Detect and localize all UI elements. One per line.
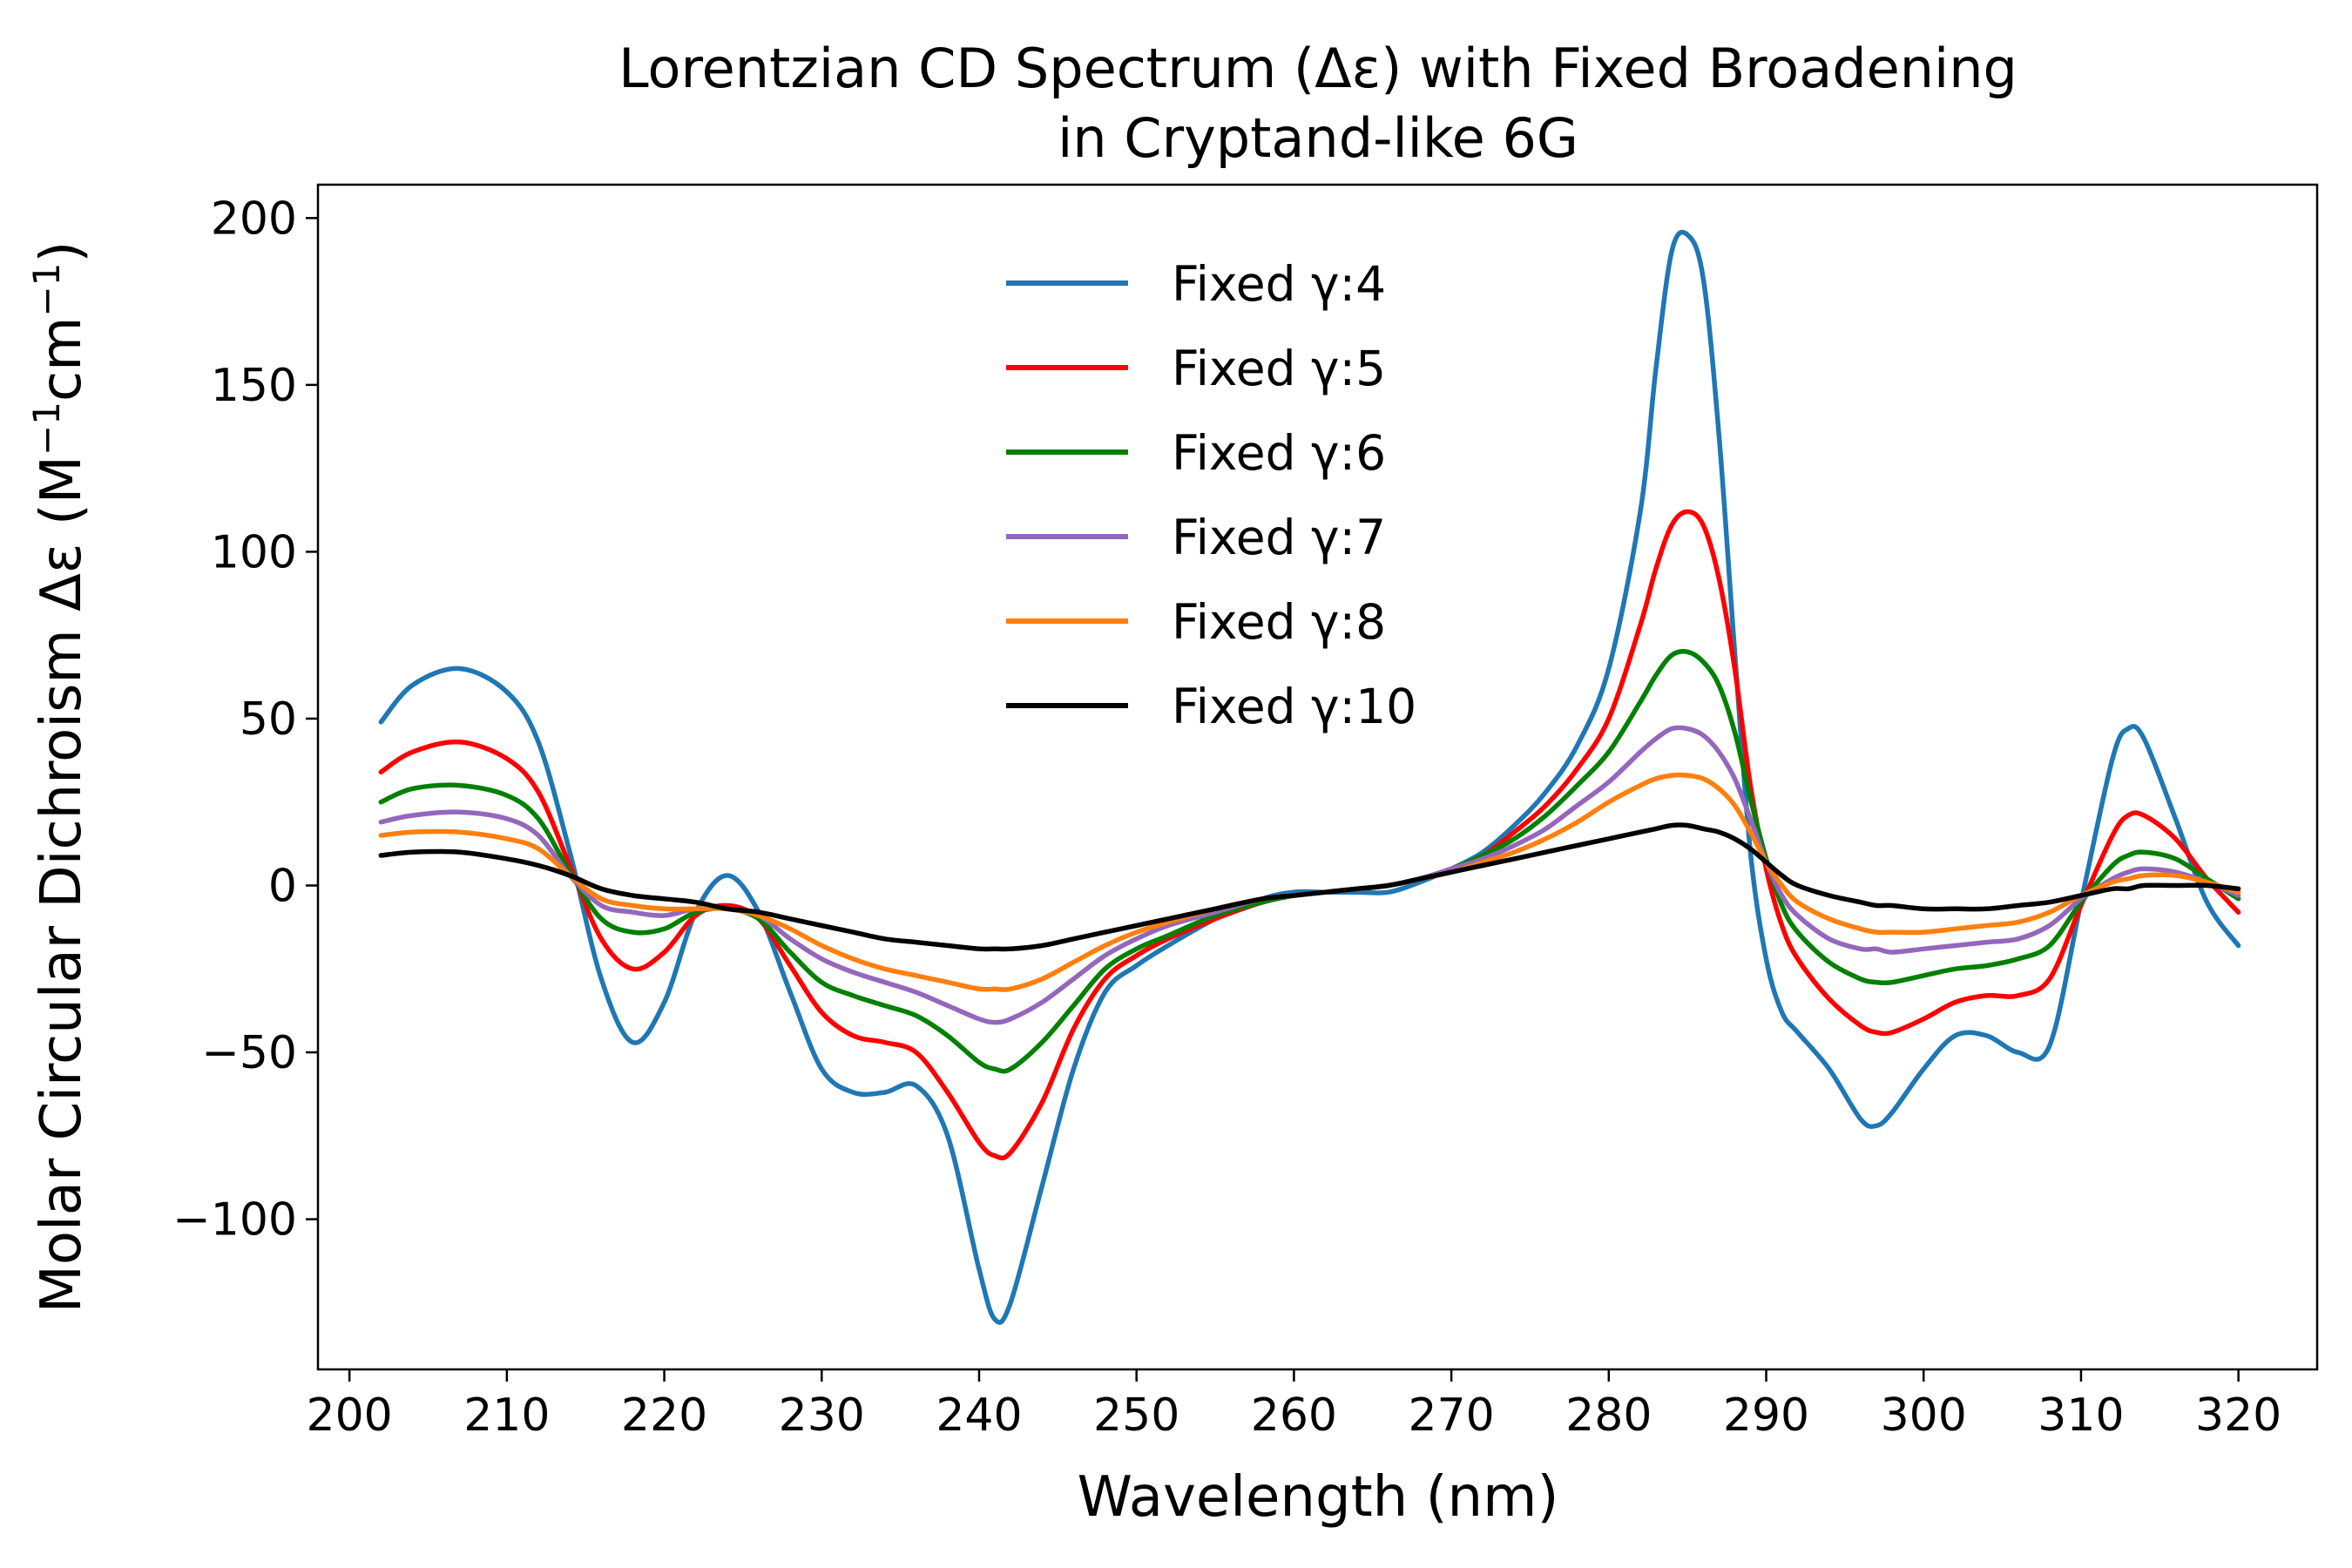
series-line-gamma-10	[378, 822, 2241, 952]
series-line-gamma-7	[378, 725, 2241, 1025]
y-tick-label: 50	[240, 693, 297, 746]
x-axis: 200 210 220 230 240 250 260 270 280 290 300 310 320	[307, 1369, 2281, 1442]
x-tick-label: 200	[307, 1389, 393, 1442]
y-axis-label-sup-1: −1	[25, 402, 68, 456]
y-tick-label: 200	[211, 193, 297, 245]
y-axis-label-end: )	[30, 241, 94, 263]
y-axis-label-mid: cm	[30, 317, 94, 402]
legend-label-gamma-5: Fixed γ:5	[1172, 341, 1386, 396]
x-tick-label: 280	[1565, 1389, 1652, 1442]
y-tick-label: −50	[201, 1027, 297, 1079]
x-tick-label: 260	[1251, 1389, 1337, 1442]
x-axis-label: Wavelength (nm)	[1078, 1465, 1559, 1530]
x-tick-label: 310	[2038, 1389, 2124, 1442]
y-axis-label-sup-2: −1	[25, 263, 68, 317]
x-tick-label: 240	[936, 1389, 1022, 1442]
y-axis-label-main: Molar Circular Dichroism Δε (M	[30, 456, 94, 1313]
x-tick-label: 210	[463, 1389, 550, 1442]
x-tick-label: 290	[1723, 1389, 1809, 1442]
x-tick-label: 250	[1093, 1389, 1179, 1442]
x-tick-label: 270	[1408, 1389, 1494, 1442]
chart-title: Lorentzian CD Spectrum (Δε) with Fixed B…	[618, 37, 2017, 100]
legend-label-gamma-4: Fixed γ:4	[1172, 256, 1386, 312]
x-tick-label: 300	[1881, 1389, 1967, 1442]
x-tick-label: 230	[779, 1389, 865, 1442]
legend: Fixed γ:4 Fixed γ:5 Fixed γ:6 Fixed γ:7 Fixe…	[1006, 256, 1416, 734]
y-tick-label: 0	[268, 861, 297, 913]
y-tick-label: 100	[211, 526, 297, 578]
y-axis: 200 150 100 50 0 −50 −100	[172, 193, 318, 1247]
legend-label-gamma-10: Fixed γ:10	[1172, 679, 1416, 734]
y-axis-label: Molar Circular Dichroism Δε (M−1cm−1)	[25, 241, 94, 1314]
x-tick-label: 220	[621, 1389, 707, 1442]
legend-label-gamma-8: Fixed γ:8	[1172, 594, 1386, 650]
plot-area-frame	[316, 183, 2319, 1371]
chart-subtitle: in Cryptand-like 6G	[1058, 106, 1578, 170]
series-layer	[378, 229, 2241, 1325]
y-tick-label: 150	[211, 360, 297, 412]
x-tick-label: 320	[2195, 1389, 2281, 1442]
legend-label-gamma-6: Fixed γ:6	[1172, 425, 1386, 481]
legend-label-gamma-7: Fixed γ:7	[1172, 510, 1386, 565]
y-tick-label: −100	[172, 1194, 297, 1247]
